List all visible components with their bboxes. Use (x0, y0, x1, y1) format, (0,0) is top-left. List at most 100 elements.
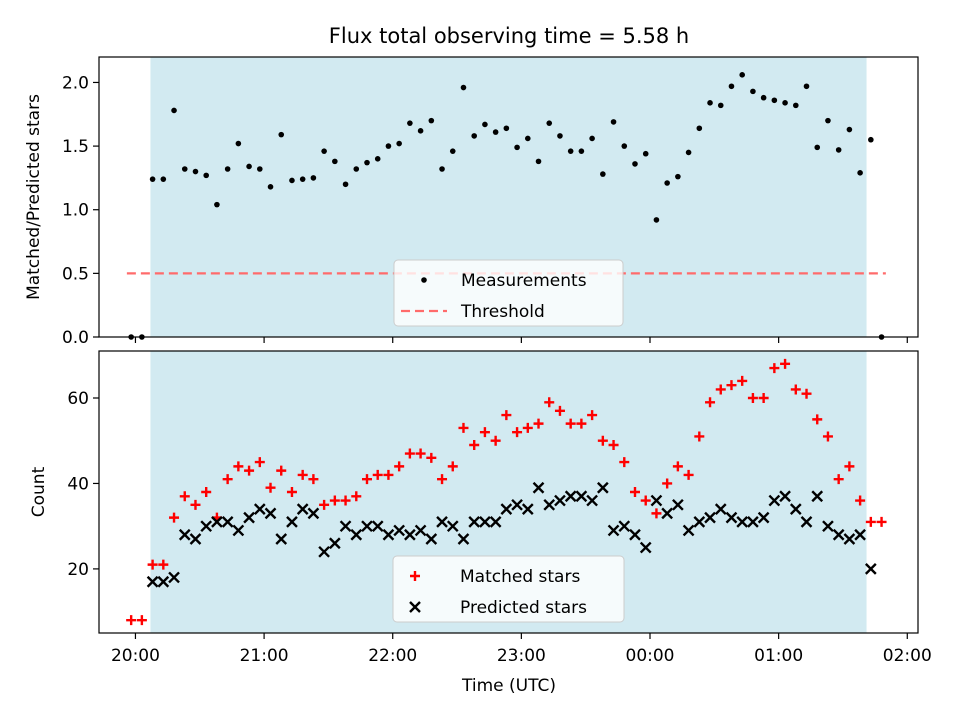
y-tick-label: 0.0 (62, 328, 89, 348)
predicted-star-point (479, 516, 491, 528)
measurement-point (471, 133, 477, 139)
x-tick-label: 21:00 (240, 646, 289, 666)
y-tick-label: 2.0 (62, 73, 89, 93)
measurement-point (256, 166, 263, 172)
x-tick-label: 20:00 (111, 646, 160, 666)
measurement-point (192, 168, 199, 175)
matched-star-point (737, 375, 748, 386)
top-y-ticks: 0.0 0.5 1.0 1.5 2.0 (62, 73, 99, 348)
predicted-star-point (543, 498, 556, 511)
predicted-star-point (832, 528, 845, 541)
top-panel: 0.00.51.01.52.0 Matched/Predicted stars … (24, 56, 919, 348)
measurement-point (342, 181, 349, 188)
measurement-point (181, 166, 188, 172)
measurement-point (428, 117, 435, 124)
predicted-star-point (693, 516, 706, 528)
predicted-star-point (757, 511, 770, 524)
matched-star-point (565, 418, 576, 429)
measurement-point (214, 201, 220, 208)
legend-label: Threshold (460, 302, 545, 322)
measurement-point (439, 166, 445, 172)
predicted-star-point (221, 516, 234, 528)
matched-star-point (501, 410, 512, 421)
matched-star-point (169, 512, 180, 523)
measurement-point (750, 88, 756, 95)
matched-star-point (394, 461, 405, 472)
measurement-point (417, 128, 424, 134)
matched-star-point (554, 405, 565, 416)
matched-star-point (426, 452, 437, 463)
measurement-point (739, 72, 745, 78)
predicted-star-point (328, 537, 341, 550)
matched-star-point (383, 469, 394, 480)
predicted-star-point (275, 533, 288, 545)
predicted-star-point (200, 520, 213, 533)
measurement-point (364, 159, 370, 166)
measurement-point (267, 184, 274, 190)
matched-star-point (758, 393, 769, 403)
bottom-data-marks (126, 358, 887, 626)
measurement-point (610, 119, 617, 125)
predicted-star-point (554, 494, 566, 507)
measurement-point (482, 121, 488, 128)
x-tick-label: 02:00 (883, 646, 932, 666)
measurement-point (814, 144, 821, 151)
y-tick-label: 60 (67, 389, 89, 409)
predicted-star-point (350, 528, 363, 541)
matched-star-point (640, 495, 651, 506)
predicted-star-point (725, 511, 738, 524)
measurement-point (514, 144, 520, 151)
measurement-point (846, 126, 853, 133)
predicted-star-point (586, 494, 598, 507)
predicted-star-point (382, 528, 395, 541)
predicted-star-point (596, 481, 609, 494)
predicted-star-point (682, 524, 695, 537)
predicted-star-point (800, 516, 813, 528)
measurement-point (524, 135, 531, 142)
top-data-marks (126, 72, 886, 340)
matched-star-point (855, 495, 866, 506)
legend-box (393, 259, 624, 327)
measurement-point (289, 177, 295, 184)
matched-star-point (490, 435, 501, 446)
predicted-star-point (425, 533, 438, 545)
matched-star-point (458, 422, 469, 433)
matched-star-point (619, 457, 630, 468)
matched-star-point (329, 495, 340, 506)
matched-star-point (844, 461, 855, 472)
matched-star-point (437, 474, 448, 485)
measurement-point (600, 171, 606, 177)
matched-star-point (576, 418, 587, 429)
matched-star-point (201, 487, 212, 497)
matched-star-point (190, 499, 201, 510)
top-x-ticks (134, 337, 908, 343)
chart-title: Flux total observing time = 5.58 h (329, 24, 689, 48)
matched-star-point (404, 448, 415, 459)
measurement-point (557, 133, 563, 139)
measurement-point (224, 166, 231, 172)
matched-star-point (410, 571, 420, 581)
measurement-point (492, 129, 499, 135)
measurement-point (503, 125, 510, 132)
predicted-star-point (532, 481, 545, 494)
matched-star-point (822, 431, 833, 442)
predicted-star-point (822, 520, 834, 533)
measurement-point (546, 120, 553, 126)
predicted-star-point (178, 528, 191, 541)
measurement-point (771, 97, 778, 104)
predicted-star-point (843, 533, 856, 545)
matched-star-point (361, 474, 372, 485)
predicted-star-point (168, 571, 180, 584)
predicted-star-point (189, 533, 202, 545)
measurement-point (171, 107, 177, 114)
predicted-star-point (768, 494, 781, 507)
top-y-axis-label: Matched/Predicted stars (24, 94, 44, 300)
matched-star-point (254, 457, 265, 468)
matched-star-point (812, 414, 823, 425)
measurement-point (589, 135, 595, 142)
measurement-point (825, 117, 831, 124)
y-tick-label: 0.5 (62, 264, 89, 284)
predicted-star-point (629, 528, 641, 541)
matched-star-point (276, 465, 287, 476)
measurement-point (567, 148, 574, 154)
